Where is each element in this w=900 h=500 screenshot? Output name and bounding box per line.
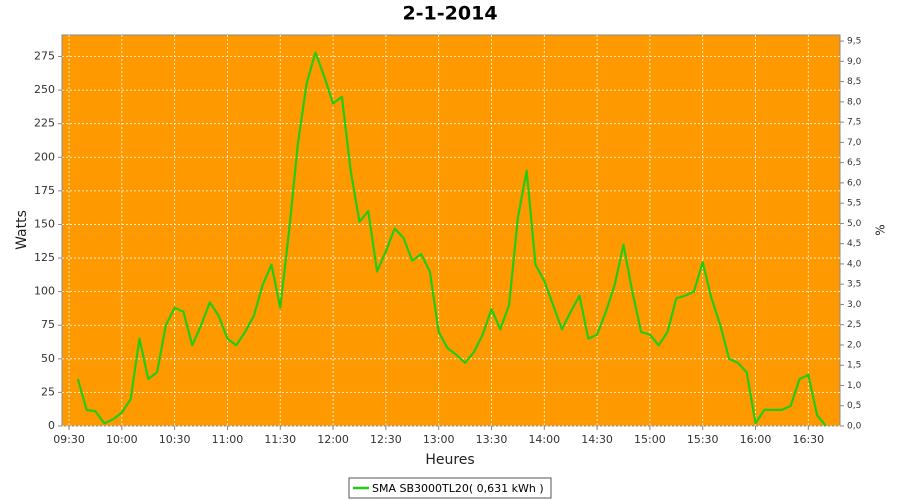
y-axis-label: Watts <box>14 210 30 250</box>
y2-tick-label: 4,5 <box>847 239 861 249</box>
x-tick-label: 15:00 <box>634 433 666 446</box>
x-tick-label: 16:30 <box>792 433 824 446</box>
y-tick-label: 75 <box>41 318 55 331</box>
x-tick-label: 14:30 <box>581 433 613 446</box>
x-tick-label: 13:00 <box>423 433 455 446</box>
x-tick-label: 10:00 <box>106 433 138 446</box>
y2-tick-label: 5,0 <box>847 219 862 229</box>
y2-tick-label: 6,0 <box>847 178 862 188</box>
y2-tick-label: 1,5 <box>847 361 861 371</box>
x-tick-label: 10:30 <box>159 433 191 446</box>
data-line <box>76 51 827 427</box>
y2-tick-label: 0,0 <box>847 422 862 432</box>
y-tick-label: 275 <box>34 49 55 62</box>
y2-tick-label: 8,0 <box>847 97 862 107</box>
y-tick-label: 0 <box>48 419 55 432</box>
x-tick-label: 12:30 <box>370 433 402 446</box>
legend-box <box>348 477 552 499</box>
y-tick-label: 100 <box>34 285 55 298</box>
y2-tick-label: 5,5 <box>847 199 861 209</box>
y2-tick-label: 0,5 <box>847 401 861 411</box>
legend-label: SMA SB3000TL20( 0,631 kWh ) <box>372 482 544 495</box>
x-tick-label: 14:00 <box>528 433 560 446</box>
y-tick-label: 50 <box>41 352 55 365</box>
y2-tick-label: 3,5 <box>847 280 861 290</box>
y2-tick-label: 9,0 <box>847 57 862 67</box>
y2-tick-label: 7,5 <box>847 118 861 128</box>
y2-tick-label: 3,0 <box>847 300 862 310</box>
y-tick-label: 200 <box>34 150 55 163</box>
y2-tick-label: 8,5 <box>847 77 861 87</box>
y-tick-label: 225 <box>34 117 55 130</box>
y-tick-label: 25 <box>41 385 55 398</box>
y2-tick-label: 2,5 <box>847 320 861 330</box>
x-tick-label: 09:30 <box>53 433 85 446</box>
x-tick-label: 15:30 <box>687 433 719 446</box>
y-tick-label: 125 <box>34 251 55 264</box>
y2-tick-label: 4,0 <box>847 259 862 269</box>
y2-tick-label: 9,5 <box>847 37 861 47</box>
plot-area <box>61 34 841 427</box>
x-tick-label: 12:00 <box>317 433 349 446</box>
x-tick-label: 11:00 <box>212 433 244 446</box>
x-axis-label: Heures <box>425 452 474 468</box>
y-tick-label: 175 <box>34 184 55 197</box>
y2-tick-label: 6,5 <box>847 158 861 168</box>
y2-tick-label: 1,0 <box>847 381 862 391</box>
y-tick-label: 250 <box>34 83 55 96</box>
x-tick-label: 11:30 <box>264 433 296 446</box>
y-tick-label: 150 <box>34 217 55 230</box>
x-tick-label: 16:00 <box>740 433 772 446</box>
chart-title: 2-1-2014 <box>402 3 497 25</box>
x-tick-label: 13:30 <box>476 433 508 446</box>
y2-tick-label: 7,0 <box>847 138 862 148</box>
legend: SMA SB3000TL20( 0,631 kWh ) <box>353 482 544 495</box>
y2-tick-label: 2,0 <box>847 340 862 350</box>
y2-axis-label: % <box>874 224 888 235</box>
